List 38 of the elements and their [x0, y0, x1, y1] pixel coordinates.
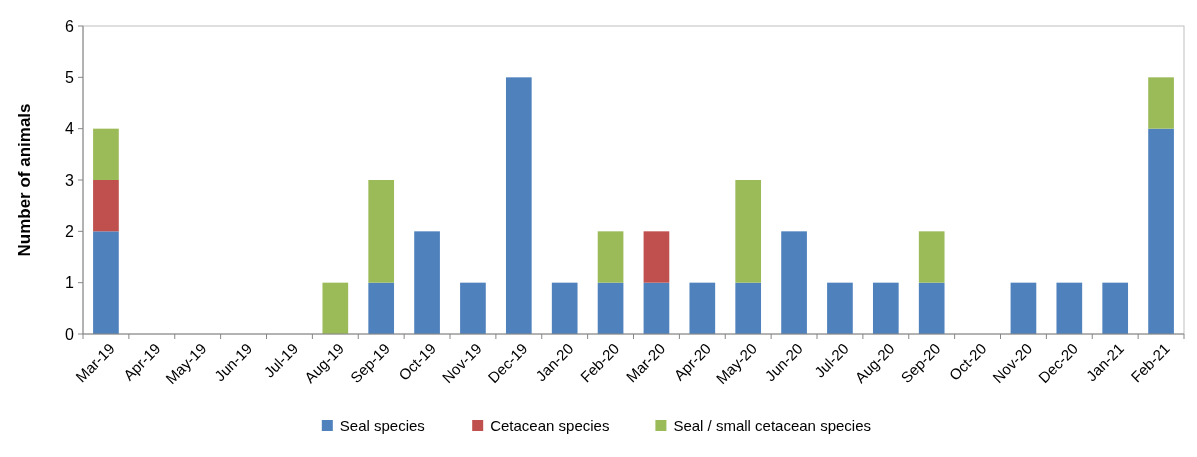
y-tick-label: 6 [65, 17, 75, 35]
bar [1148, 77, 1174, 129]
y-tick-label: 4 [65, 120, 75, 138]
bar [781, 231, 807, 334]
bar [368, 180, 395, 283]
bar [597, 282, 624, 334]
bar [322, 282, 349, 334]
bar [918, 282, 945, 334]
bar [93, 128, 119, 180]
y-tick-label: 2 [65, 222, 75, 240]
bar [918, 231, 945, 283]
bar [93, 231, 119, 334]
bar [551, 282, 578, 334]
legend-label: Seal / small cetacean species [673, 417, 872, 435]
bar [735, 282, 762, 334]
legend-label: Cetacean species [490, 417, 610, 435]
y-axis-title: Number of animals [15, 103, 34, 257]
bar [735, 180, 762, 283]
bar [1148, 128, 1174, 334]
bar [643, 282, 670, 334]
bar [414, 231, 440, 334]
y-tick-label: 3 [65, 171, 75, 189]
bar [1102, 282, 1129, 334]
bar [1010, 282, 1037, 334]
bar [597, 231, 624, 283]
bar [1056, 282, 1083, 334]
bar [643, 231, 670, 283]
bar [827, 282, 853, 334]
bar [368, 282, 395, 334]
bar [460, 282, 486, 334]
y-tick-label: 1 [65, 274, 75, 292]
bar [93, 180, 119, 232]
bar [872, 282, 899, 334]
bar [505, 77, 532, 334]
legend-label: Seal species [339, 417, 425, 435]
y-tick-label: 0 [65, 325, 75, 343]
bar [689, 282, 716, 334]
y-tick-label: 5 [65, 68, 75, 86]
